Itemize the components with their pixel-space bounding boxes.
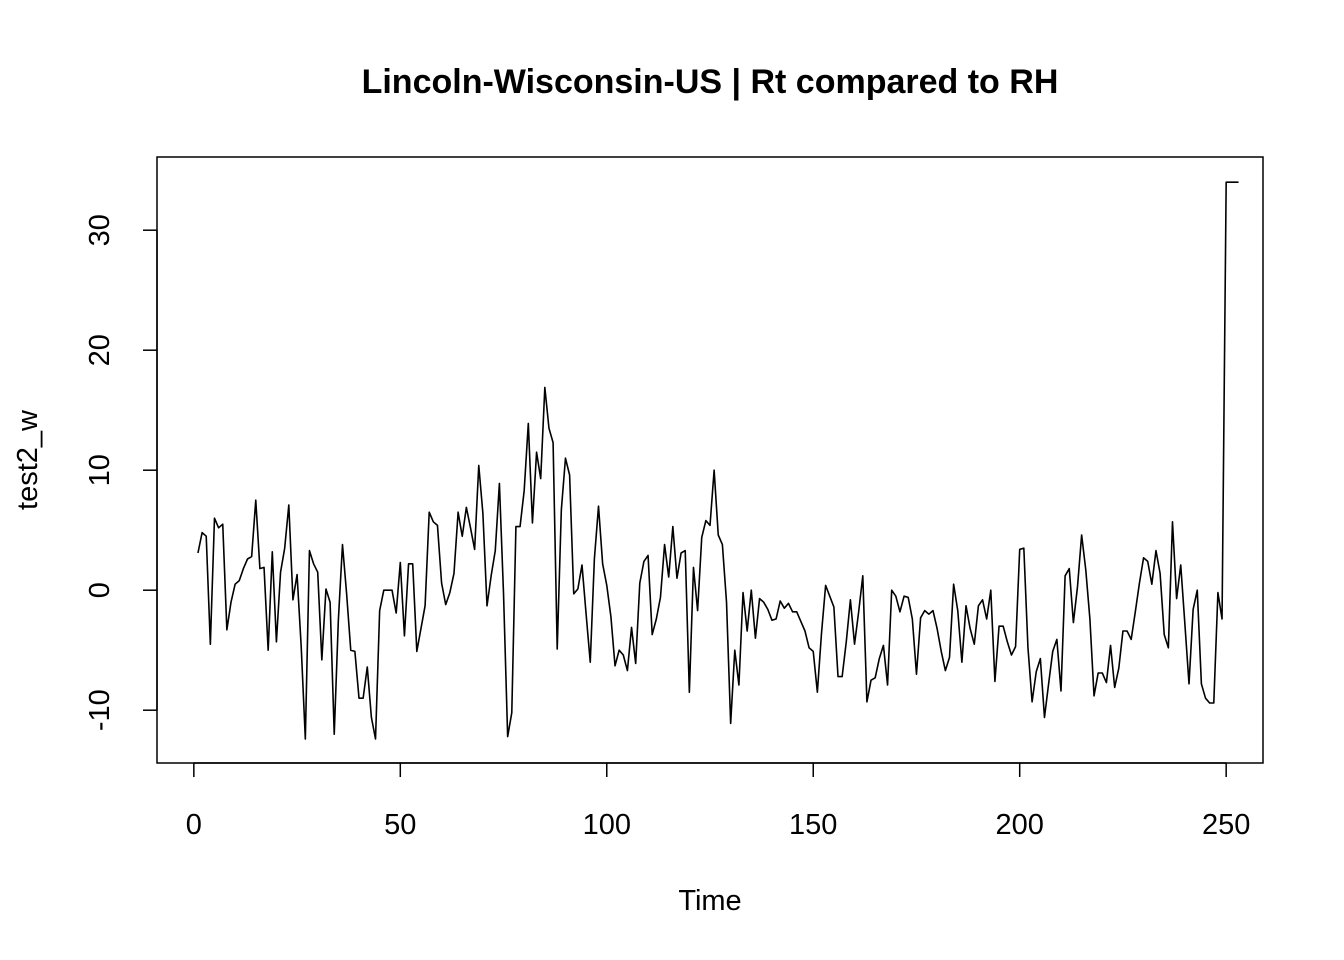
plot-area	[197, 181, 1239, 740]
y-tick-label: 10	[84, 454, 116, 486]
y-tick-label: 30	[84, 214, 116, 246]
x-tick-label: 0	[186, 809, 202, 841]
x-tick-label: 200	[996, 809, 1044, 841]
x-axis-label: Time	[678, 885, 741, 917]
y-axis: -10 0 10 20 30	[84, 214, 158, 731]
x-tick-label: 50	[384, 809, 416, 841]
y-tick-label: 20	[84, 334, 116, 366]
x-tick-label: 100	[583, 809, 631, 841]
x-tick-label: 250	[1202, 809, 1250, 841]
plot-frame	[156, 156, 1264, 764]
x-tick-label: 150	[789, 809, 837, 841]
y-tick-label: -10	[84, 689, 116, 731]
y-tick-label: 0	[84, 582, 116, 598]
series-line-0	[197, 181, 1239, 740]
y-axis-label: test2_w	[12, 409, 44, 510]
chart-title: Lincoln-Wisconsin-US | Rt compared to RH	[362, 63, 1059, 101]
x-axis: 0 50 100 150 200 250	[186, 762, 1250, 841]
